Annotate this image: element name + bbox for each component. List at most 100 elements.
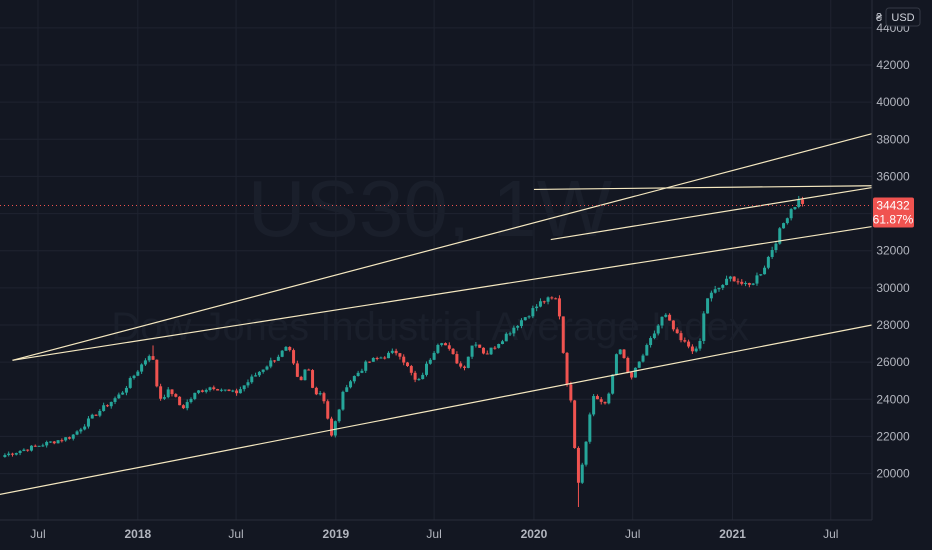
candle-body xyxy=(379,357,383,359)
trendlines[interactable] xyxy=(0,133,873,505)
candle-body xyxy=(269,360,273,367)
candle-body xyxy=(523,317,527,321)
candle-body xyxy=(785,218,789,224)
watermark-symbol: US30, 1W xyxy=(248,164,613,253)
candle-body xyxy=(326,401,330,419)
currency-label[interactable]: ₴ USD xyxy=(876,7,921,27)
candle-body xyxy=(759,274,763,276)
candle-body xyxy=(481,347,485,354)
candle-body xyxy=(349,381,353,388)
candle-body xyxy=(41,445,45,447)
candle-body xyxy=(284,346,288,351)
candle-body xyxy=(330,418,334,436)
candle-body xyxy=(102,405,106,411)
candle-body xyxy=(797,199,801,207)
x-tick-label: Jul xyxy=(426,527,441,541)
candle-body xyxy=(356,372,360,377)
candle-body xyxy=(288,346,292,351)
candle-body xyxy=(527,316,531,318)
candle-body xyxy=(618,349,622,355)
candle-body xyxy=(774,243,778,250)
candle-body xyxy=(561,316,565,353)
candle-body xyxy=(52,441,56,444)
candle-body xyxy=(33,445,37,447)
candle-body xyxy=(630,372,634,378)
candle-body xyxy=(121,392,125,395)
time-axis[interactable]: Jul 2018 Jul 2019 Jul 2020 Jul 2021 Jul xyxy=(30,527,838,541)
candle-body xyxy=(740,281,744,284)
candle-body xyxy=(86,418,90,427)
currency-box[interactable] xyxy=(885,7,921,27)
candle-body xyxy=(83,426,87,430)
candle-body xyxy=(7,453,11,456)
candle-body xyxy=(485,353,489,355)
candle-body xyxy=(516,325,520,328)
candle-body xyxy=(694,348,698,352)
candle-body xyxy=(557,298,561,317)
y-tick-label: 40000 xyxy=(876,95,910,109)
candle-body xyxy=(364,361,368,371)
candle-body xyxy=(67,437,71,439)
candle-body xyxy=(706,298,710,314)
candle-body xyxy=(204,389,208,392)
candle-body xyxy=(189,398,193,403)
candle-body xyxy=(185,402,189,409)
candle-body xyxy=(178,396,182,406)
candle-body xyxy=(576,447,580,483)
candle-body xyxy=(702,313,706,341)
trendline xyxy=(533,185,873,191)
candle-body xyxy=(303,369,307,381)
candle-body xyxy=(238,389,242,394)
candle-body xyxy=(257,371,261,376)
candle-body xyxy=(425,363,429,375)
candle-body xyxy=(478,344,482,348)
candle-body xyxy=(79,429,83,432)
candle-body xyxy=(162,397,166,399)
x-tick-label: Jul xyxy=(228,527,243,541)
candle-body xyxy=(273,360,277,362)
candle-body xyxy=(656,325,660,334)
candle-body xyxy=(235,390,239,394)
candle-body xyxy=(671,320,675,330)
x-tick-label: Jul xyxy=(30,527,45,541)
candle-body xyxy=(193,392,197,399)
x-tick-label: 2021 xyxy=(719,527,746,541)
candle-body xyxy=(595,396,599,400)
candle-body xyxy=(751,283,755,285)
y-tick-label: 28000 xyxy=(876,318,910,332)
candle-body xyxy=(216,389,220,391)
candle-body xyxy=(292,350,296,364)
y-tick-label: 42000 xyxy=(876,58,910,72)
x-tick-label: 2018 xyxy=(124,527,151,541)
candle-body xyxy=(588,414,592,442)
candle-body xyxy=(766,256,770,268)
candle-body xyxy=(22,449,26,452)
candle-body xyxy=(200,390,204,392)
candle-body xyxy=(295,363,299,377)
candle-body xyxy=(512,327,516,334)
candle-body xyxy=(637,361,641,368)
price-label-change: 61.87% xyxy=(873,213,914,227)
candle-body xyxy=(231,390,235,392)
candlestick-series[interactable] xyxy=(3,195,805,507)
candle-body xyxy=(709,292,713,299)
candle-body xyxy=(747,283,751,285)
candle-body xyxy=(649,338,653,346)
candle-body xyxy=(421,374,425,380)
candle-body xyxy=(71,434,75,439)
candle-body xyxy=(592,396,596,415)
candle-body xyxy=(109,401,113,407)
candle-body xyxy=(717,287,721,290)
candle-body xyxy=(242,385,246,390)
trendline xyxy=(12,225,873,361)
y-tick-label: 24000 xyxy=(876,392,910,406)
candle-body xyxy=(607,393,611,404)
grid-lines xyxy=(0,0,872,520)
candle-body xyxy=(645,345,649,356)
candle-body xyxy=(455,354,459,364)
candle-body xyxy=(622,349,626,358)
candle-body xyxy=(375,357,379,359)
candle-body xyxy=(311,370,315,388)
